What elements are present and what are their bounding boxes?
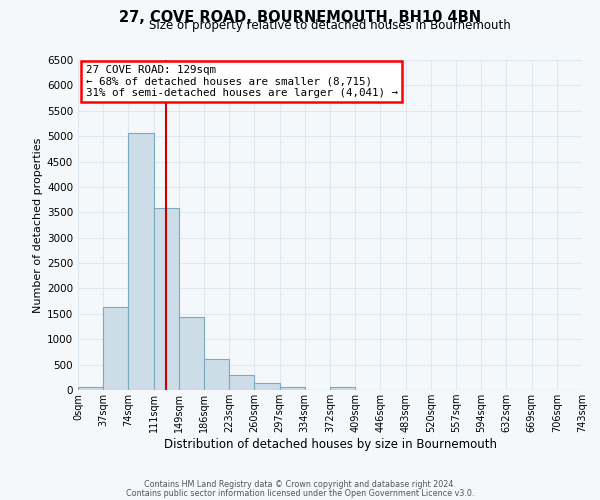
Bar — [204, 359, 229, 390]
Text: 27 COVE ROAD: 129sqm
← 68% of detached houses are smaller (8,715)
31% of semi-de: 27 COVE ROAD: 129sqm ← 68% of detached h… — [86, 65, 398, 98]
Text: Contains HM Land Registry data © Crown copyright and database right 2024.: Contains HM Land Registry data © Crown c… — [144, 480, 456, 489]
Bar — [280, 388, 305, 390]
Bar — [254, 383, 280, 390]
Bar — [179, 318, 204, 390]
Title: Size of property relative to detached houses in Bournemouth: Size of property relative to detached ho… — [149, 20, 511, 32]
Bar — [128, 133, 154, 390]
Bar — [78, 388, 103, 390]
Bar — [154, 208, 179, 390]
X-axis label: Distribution of detached houses by size in Bournemouth: Distribution of detached houses by size … — [163, 438, 497, 451]
Bar — [330, 388, 355, 390]
Text: 27, COVE ROAD, BOURNEMOUTH, BH10 4BN: 27, COVE ROAD, BOURNEMOUTH, BH10 4BN — [119, 10, 481, 25]
Bar — [229, 376, 254, 390]
Text: Contains public sector information licensed under the Open Government Licence v3: Contains public sector information licen… — [126, 488, 474, 498]
Bar — [103, 307, 128, 390]
Y-axis label: Number of detached properties: Number of detached properties — [33, 138, 43, 312]
